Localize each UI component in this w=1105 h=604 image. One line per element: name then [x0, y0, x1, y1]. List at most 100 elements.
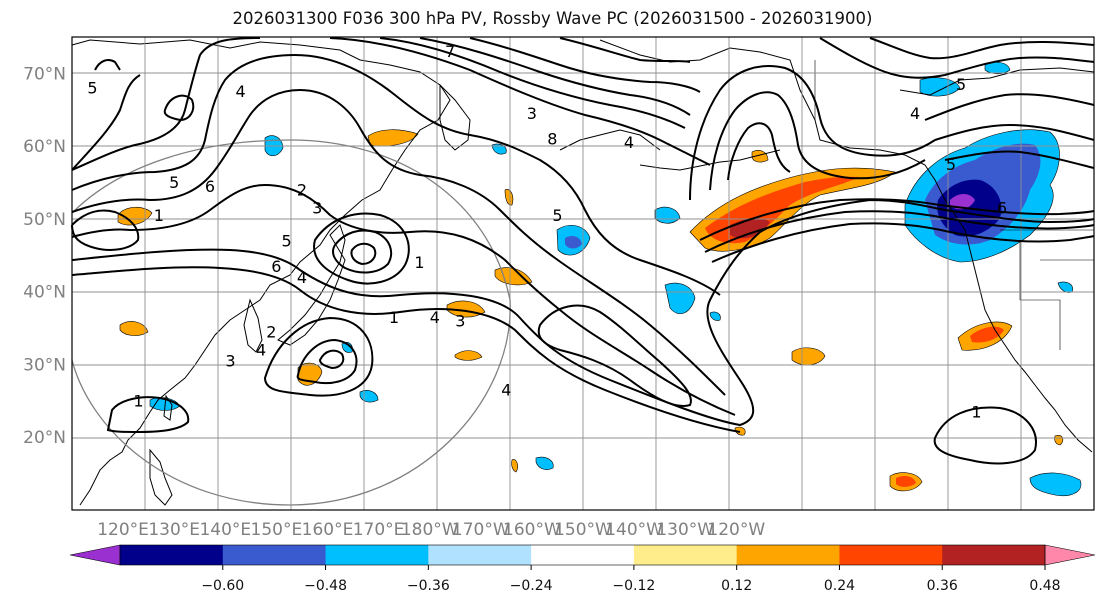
longitude-labels: 120°E 130°E 140°E 150°E 160°E 170°E180°W170°W…: [97, 520, 765, 540]
contour-label: 4: [910, 104, 920, 123]
colorbar-swatch: [428, 545, 532, 565]
contour-9: [419, 37, 691, 116]
colorbar-labels: −0.60 −0.48 −0.36 −0.24 −0.12 0.12 0.24 0.36 0.4…: [201, 565, 1061, 594]
contour-5: [71, 53, 721, 296]
colorbar-tick-label: −0.48: [304, 578, 347, 594]
colorbar-frame: [119, 544, 1046, 566]
contour-jet-3: [711, 222, 1095, 263]
contour-1-main: [71, 198, 1095, 427]
lon-tick-label: 130°W: [656, 520, 714, 540]
contour-label: 4: [256, 341, 266, 360]
contour-cutoff-3: [318, 349, 345, 370]
contour-label: 3: [312, 199, 322, 218]
contour-4: [71, 88, 726, 396]
contour-label: 4: [501, 381, 511, 400]
contour-jet-2: [704, 210, 1095, 253]
contour-mid-pacific: [537, 304, 692, 407]
coast-hudson: [899, 67, 1095, 96]
coast-kamchatka: [439, 83, 471, 151]
contour-label: 6: [997, 199, 1007, 218]
colorbar-swatch: [839, 545, 943, 565]
coast-philippines: [149, 448, 173, 506]
contour-low-japan-2: [332, 229, 393, 274]
contour-label: 1: [154, 206, 164, 225]
contour-north-2: [869, 37, 1095, 60]
lon-tick-label: 160°E: [302, 520, 354, 540]
lat-tick-label: 70°N: [23, 64, 66, 84]
contour-label: 4: [624, 133, 634, 152]
contour-alaska-inner: [709, 91, 926, 191]
colorbar: [69, 544, 1096, 566]
lat-tick-label: 40°N: [23, 283, 66, 303]
map-frame: [71, 36, 1095, 511]
radius-circle: [71, 139, 511, 506]
colorbar-swatch: [120, 545, 224, 565]
lon-tick-label: 150°W: [554, 520, 612, 540]
coastlines: [71, 39, 1095, 506]
contour-taiwan: [106, 396, 190, 434]
contour-low-japan-1: [313, 212, 410, 285]
coast-taiwan: [163, 394, 173, 421]
contour-label: 8: [547, 130, 557, 149]
contour-label: 1: [971, 402, 981, 421]
shading-layer: [117, 61, 1082, 497]
coast-japan: [277, 224, 346, 346]
colorbar-tick-label: −0.12: [612, 578, 655, 594]
colorbar-tick-label: −0.60: [201, 578, 244, 594]
colorbar-arrow-low: [69, 544, 121, 566]
colorbar-tick-label: −0.36: [407, 578, 450, 594]
contour-east-2: [934, 123, 1095, 141]
contour-jet-1: [699, 198, 1095, 241]
colorbar-tick-label: 0.36: [927, 578, 958, 594]
contour-label: 5: [946, 155, 956, 174]
lon-tick-label: 170°E: [353, 520, 405, 540]
lon-tick-label: 130°E: [148, 520, 200, 540]
lon-tick-label: 170°W: [452, 520, 510, 540]
contour-label: 1: [389, 308, 399, 327]
lon-tick-label: 160°W: [503, 520, 561, 540]
coast-korea: [243, 298, 263, 353]
contour-label: 4: [236, 82, 246, 101]
contour-label: 2: [266, 322, 276, 341]
contour-3: [71, 183, 736, 416]
gridlines: [72, 37, 1094, 510]
contour-10: [469, 37, 701, 93]
contour-cutoff-2: [296, 338, 358, 385]
contour-west-loop: [71, 209, 140, 251]
contour-label: 3: [455, 311, 465, 330]
lat-tick-label: 30°N: [23, 355, 66, 375]
coast-bering: [559, 129, 661, 151]
contour-east-3: [944, 150, 1095, 169]
colorbar-tick-label: 0.24: [824, 578, 855, 594]
lon-tick-label: 180°W: [401, 520, 459, 540]
map-title: 2026031300 F036 300 hPa PV, Rossby Wave …: [232, 9, 873, 28]
lon-tick-label: 140°E: [199, 520, 251, 540]
contour-label: 4: [297, 268, 307, 287]
contour-cutoff-1: [263, 316, 374, 397]
contour-label: 1: [133, 391, 143, 410]
contour-label: 4: [430, 308, 440, 327]
contour-label: 6: [271, 257, 281, 276]
lon-tick-label: 120°E: [97, 520, 149, 540]
contour-east-pacific: [933, 406, 1037, 465]
latitude-labels: 70°N 60°N 50°N 40°N 30°N 20°N: [23, 64, 66, 448]
contour-top-left: [94, 59, 121, 71]
colorbar-swatch: [736, 545, 840, 565]
contour-6: [71, 37, 261, 171]
lon-tick-label: 120°W: [707, 520, 765, 540]
contour-north-ridge: [819, 37, 1095, 79]
contour-label: 7: [445, 42, 455, 61]
contour-east-low: [924, 93, 1095, 121]
contour-loop-6: [163, 94, 195, 122]
contour-low-japan-3: [350, 242, 377, 266]
pv-contours: [71, 37, 1095, 465]
contour-label: 3: [225, 351, 235, 370]
contour-alaska-core: [727, 122, 791, 181]
borders: [814, 60, 1094, 350]
colorbar-swatch: [531, 545, 635, 565]
contour-label: 1: [414, 253, 424, 272]
contour-7: [329, 37, 711, 166]
lat-tick-label: 20°N: [23, 428, 66, 448]
